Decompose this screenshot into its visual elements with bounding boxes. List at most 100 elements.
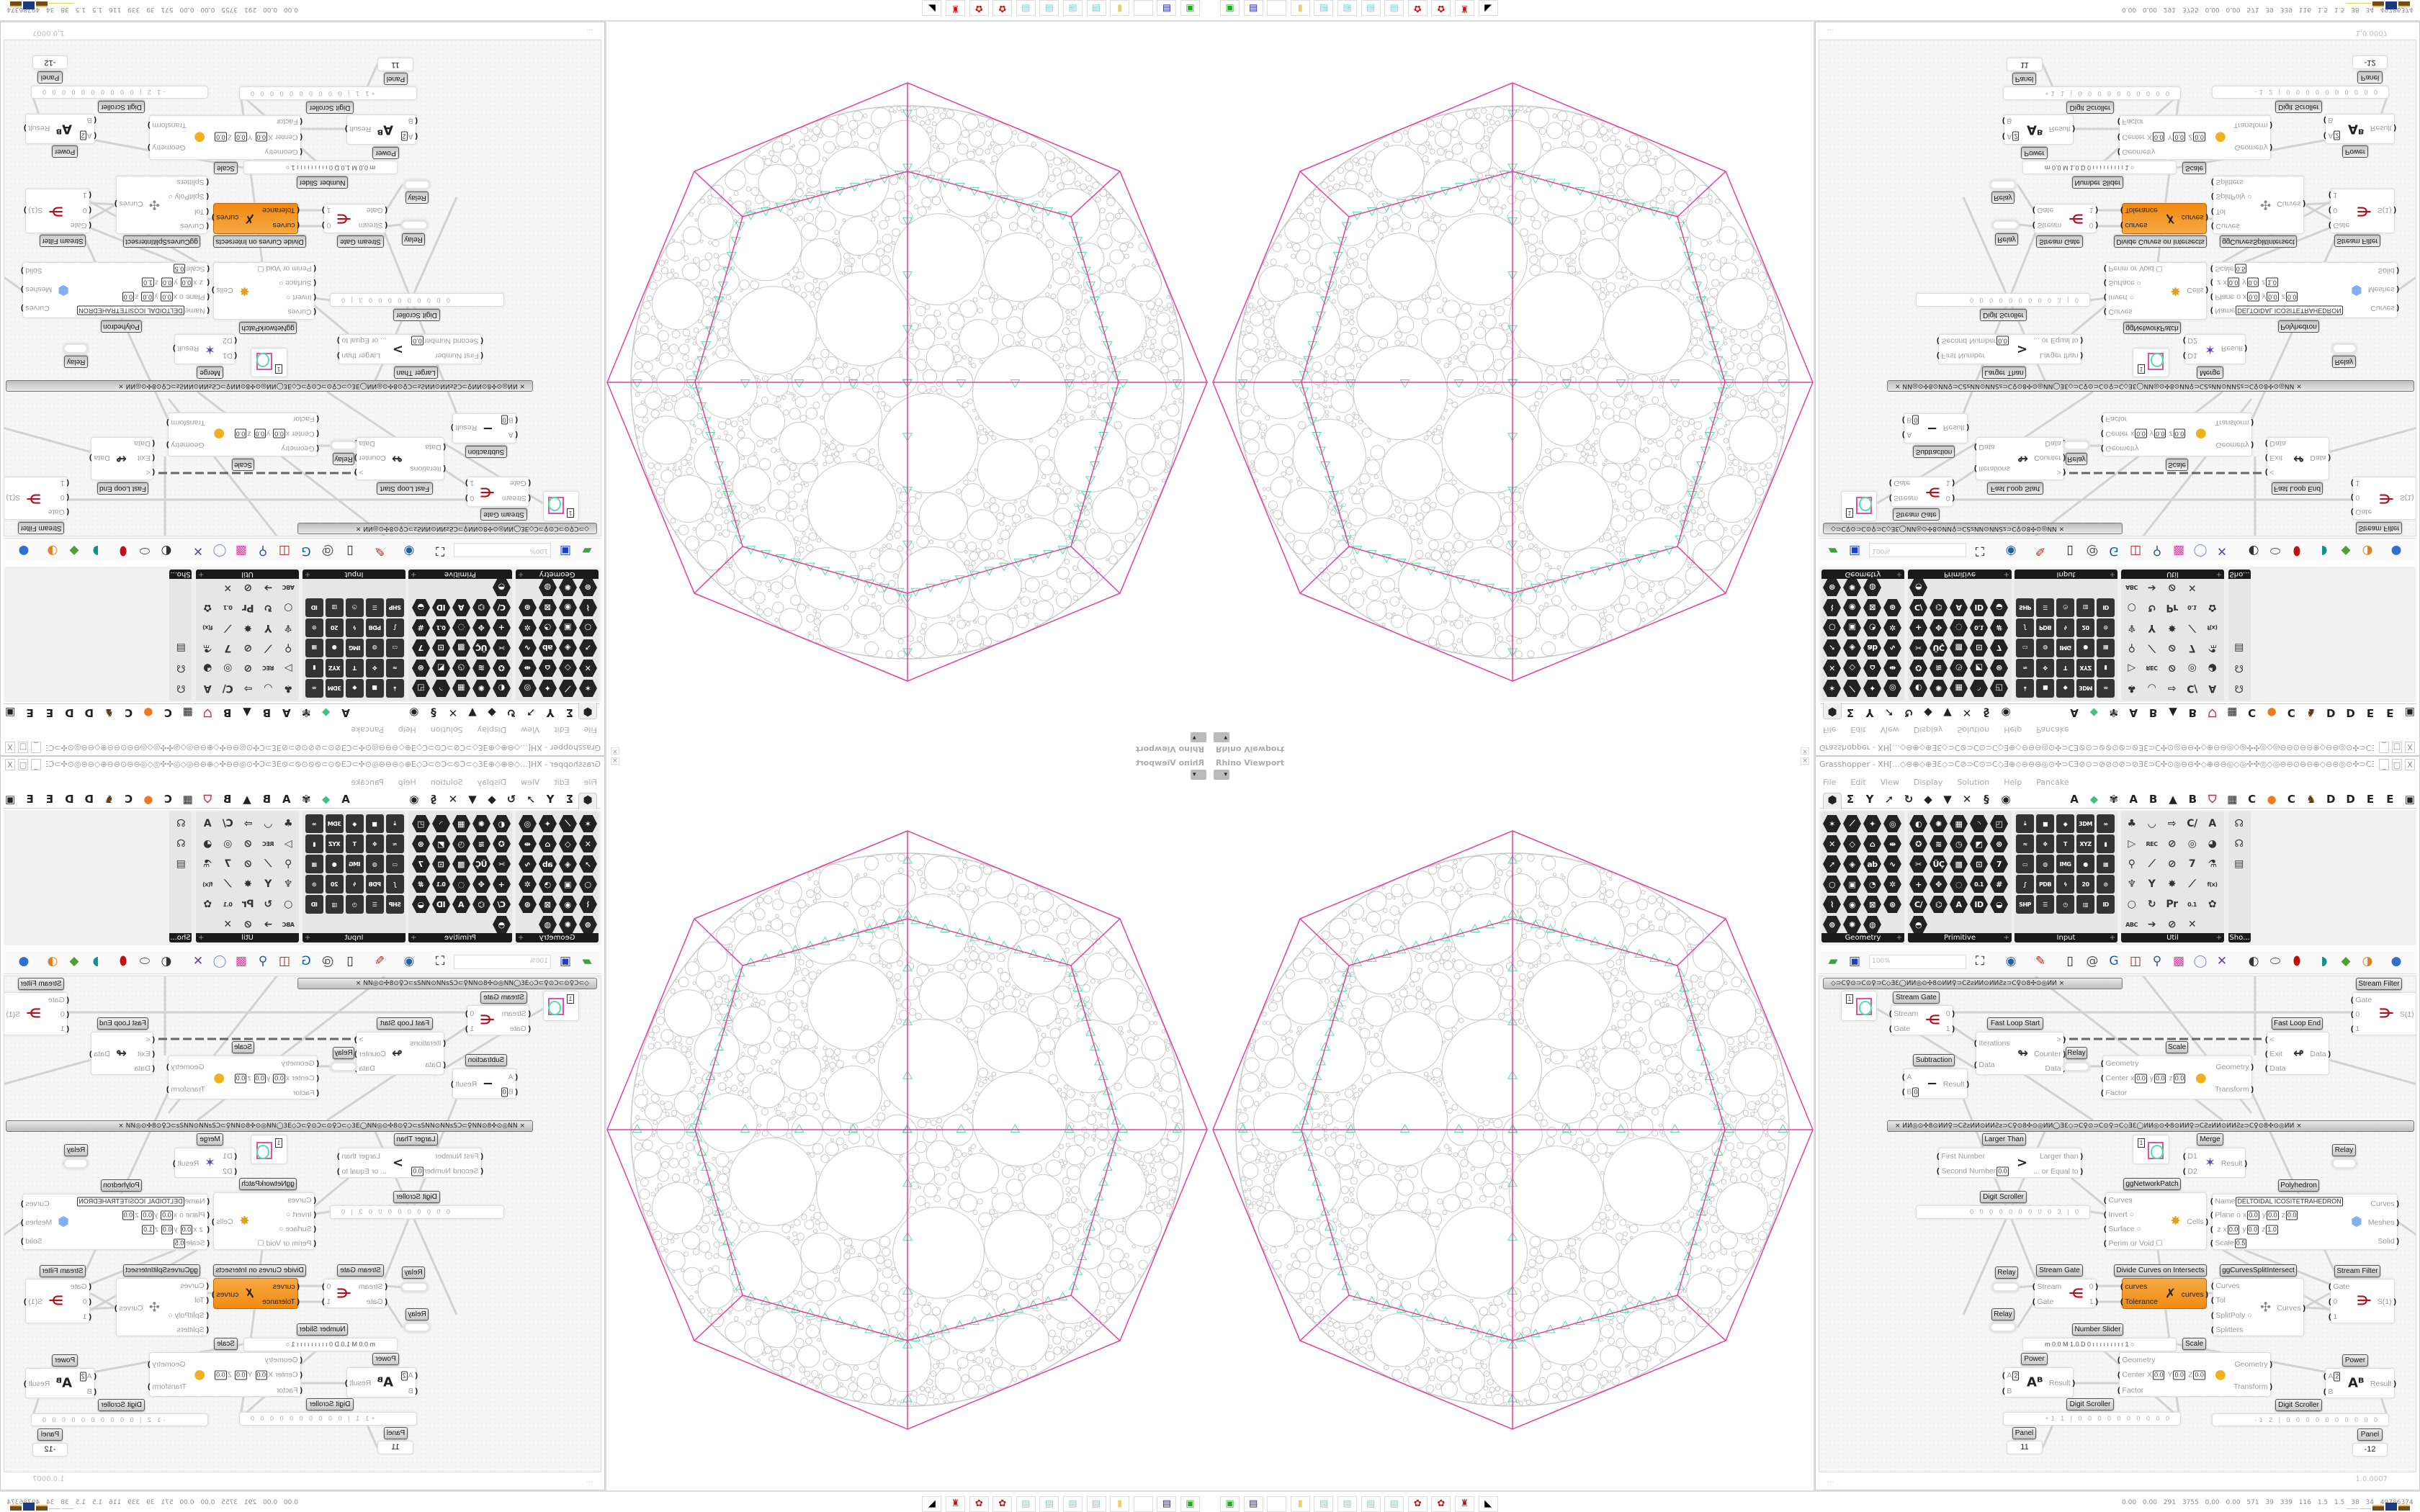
util-component-icon[interactable]: A bbox=[204, 818, 212, 829]
util-component-icon[interactable]: ✿ bbox=[2208, 899, 2217, 910]
geometry-component-icon[interactable]: ◔ bbox=[1863, 618, 1881, 637]
value-box[interactable]: DELTOIDAL ICOSITETRAHEDRON bbox=[2236, 305, 2343, 315]
geometry-component-icon[interactable]: ◈ bbox=[559, 855, 577, 873]
input-pin[interactable]: ( Splitters bbox=[177, 1326, 209, 1334]
component-tab[interactable]: D bbox=[2346, 706, 2355, 719]
output-pin[interactable]: Result ) bbox=[2370, 1380, 2396, 1388]
relay-component[interactable] bbox=[1989, 179, 2017, 190]
palette-group-label[interactable]: Primitive + bbox=[1908, 933, 2012, 942]
input-component-icon[interactable]: ◆ bbox=[346, 814, 364, 833]
input-pin[interactable]: ( Surface ○ bbox=[279, 1225, 316, 1233]
component-tab[interactable]: ▣ bbox=[2404, 793, 2415, 806]
util-component-icon[interactable]: ▷ bbox=[284, 838, 292, 850]
green-icon[interactable]: ◆ bbox=[69, 954, 79, 968]
primitive-component-icon[interactable]: ✂ bbox=[1909, 639, 1927, 657]
blue-sphere-icon[interactable]: ● bbox=[2390, 954, 2402, 968]
fast-loop-end-component[interactable]: ↫( <( Exit( Data Data ) bbox=[2265, 437, 2331, 480]
zoom-extents-icon[interactable]: ⛶ bbox=[1976, 954, 1984, 968]
preview-wire-icon[interactable]: ⬭ bbox=[2269, 954, 2281, 968]
input-pin[interactable]: ( Data bbox=[425, 1061, 446, 1069]
util-component-icon[interactable]: f(x) bbox=[2207, 624, 2218, 631]
output-pin[interactable]: Larger than ) bbox=[2040, 352, 2083, 361]
output-pin[interactable]: Data ) bbox=[354, 1064, 375, 1073]
primitive-component-icon[interactable]: ✪ bbox=[493, 834, 511, 853]
input-pin[interactable]: ( Gate bbox=[1889, 480, 1910, 488]
geometry-component-icon[interactable]: ○ bbox=[1823, 876, 1841, 893]
subtraction-label[interactable]: Subtraction bbox=[1913, 1054, 1955, 1066]
number-slider-label[interactable]: Number Slider bbox=[2072, 1323, 2123, 1336]
util-component-icon[interactable]: ⇨ bbox=[243, 818, 253, 829]
geometry-component-icon[interactable]: ⊛ bbox=[1883, 896, 1901, 913]
panel-text[interactable]: -12 bbox=[2364, 1445, 2376, 1454]
palette-group-label[interactable]: Primitive + bbox=[1908, 570, 2012, 579]
stream-gate-component[interactable]: ⋲( Stream( Gate 0 ) 1 ) bbox=[1889, 477, 1955, 507]
blank-icon[interactable] bbox=[1133, 1496, 1153, 1512]
input-pin[interactable]: ( Factor bbox=[2101, 415, 2127, 423]
geometry-component-icon[interactable]: ∿ bbox=[1883, 855, 1901, 873]
primitive-component-icon[interactable]: ◒ bbox=[1990, 896, 2008, 913]
value-box[interactable]: 0.0 bbox=[2285, 292, 2298, 302]
component-tab[interactable]: C bbox=[2287, 706, 2295, 719]
util-component-icon[interactable]: REC bbox=[262, 840, 274, 847]
input-pin[interactable]: ( A bbox=[1902, 431, 1912, 440]
primitive-component-icon[interactable]: ◰ bbox=[1990, 679, 2008, 698]
component-tab[interactable]: ↻ bbox=[506, 793, 516, 806]
input-pin[interactable]: ( Tol bbox=[2211, 207, 2226, 216]
input-pin[interactable]: ( Factor bbox=[293, 1089, 319, 1097]
maximize-button[interactable]: □ bbox=[18, 759, 28, 770]
menu-solution[interactable]: Solution bbox=[1957, 725, 1990, 734]
input-pin[interactable]: ( 0 bbox=[60, 1010, 69, 1019]
input-pin[interactable]: ( < bbox=[2265, 468, 2275, 477]
input-pin[interactable]: ( Data bbox=[1974, 443, 1995, 451]
menu-edit[interactable]: Edit bbox=[1850, 778, 1866, 787]
expand-icon[interactable]: + bbox=[2109, 934, 2115, 942]
input-pin[interactable]: ( Stream bbox=[2033, 221, 2061, 230]
palette-group-label[interactable]: Geometry + bbox=[1821, 933, 1904, 942]
util-component-icon[interactable]: ⊘ bbox=[2167, 919, 2177, 930]
input-component-icon[interactable]: ID bbox=[2097, 895, 2115, 914]
component-tab[interactable]: ⬢ bbox=[578, 793, 597, 809]
panel-component[interactable]: -12 bbox=[32, 1443, 68, 1457]
geometry-component-icon[interactable]: ab bbox=[1863, 639, 1881, 657]
geometry-component-icon[interactable]: ◈ bbox=[1843, 639, 1861, 657]
relay-component[interactable] bbox=[1991, 1282, 2020, 1292]
geometry-component-icon[interactable]: ✕ bbox=[579, 834, 597, 853]
relay-label[interactable]: Relay bbox=[1995, 233, 2018, 246]
primitive-component-icon[interactable]: ID bbox=[1970, 896, 1988, 913]
menu-edit[interactable]: Edit bbox=[554, 778, 570, 787]
input-pin[interactable]: ( 1 bbox=[2351, 479, 2360, 487]
component-tab[interactable]: ▣ bbox=[2404, 706, 2415, 719]
scroller-digits[interactable]: 0 0 0 0 0 0 0 0 0 3 | 0 bbox=[339, 1208, 450, 1215]
geometry-component-icon[interactable]: ◉ bbox=[559, 895, 577, 914]
component-tab[interactable]: ● bbox=[143, 793, 153, 806]
palette-group-label[interactable]: Sho... bbox=[2228, 933, 2251, 942]
ggcurvessplitintersect-component[interactable]: ✣( Curves( Tol( SplitPoly ○( Splitters Cu… bbox=[115, 1278, 209, 1336]
expand-icon[interactable]: + bbox=[198, 934, 205, 942]
input-pin[interactable]: ( Invert ○ bbox=[2104, 1210, 2134, 1219]
value-box[interactable]: 0.0 bbox=[122, 1210, 135, 1220]
input-component-icon[interactable]: SHP bbox=[2016, 895, 2034, 914]
output-pin[interactable]: S(1) ) bbox=[2400, 1010, 2416, 1019]
output-pin[interactable]: Result ) bbox=[1943, 1080, 1969, 1089]
rhino-viewport[interactable]: Rhino Viewport ▾ × bbox=[1210, 22, 1815, 756]
output-pin[interactable]: Curves ) bbox=[2277, 200, 2305, 209]
menu-file[interactable]: File bbox=[1823, 725, 1837, 734]
preview-shaded-icon[interactable]: ◐ bbox=[2248, 544, 2259, 558]
util-component-icon[interactable]: ♆ bbox=[2127, 878, 2136, 890]
input-component-icon[interactable]: ✥ bbox=[366, 834, 384, 853]
primitive-component-icon[interactable]: 0.1 bbox=[432, 875, 450, 894]
zoom-level-input[interactable]: 100% bbox=[1869, 543, 1966, 557]
output-pin[interactable]: Geometry ) bbox=[2234, 144, 2272, 153]
stream-gate-component[interactable]: ⋲( Stream( Gate 0 ) 1 ) bbox=[2033, 204, 2098, 233]
util-component-icon[interactable]: ▷ bbox=[2128, 662, 2136, 674]
power-label[interactable]: Power bbox=[2021, 147, 2048, 159]
input-component-icon[interactable]: ϟ bbox=[2056, 875, 2074, 894]
fast-loop-start-label[interactable]: Fast Loop Start bbox=[1987, 482, 2043, 495]
util-component-icon[interactable]: Y bbox=[2148, 878, 2156, 890]
